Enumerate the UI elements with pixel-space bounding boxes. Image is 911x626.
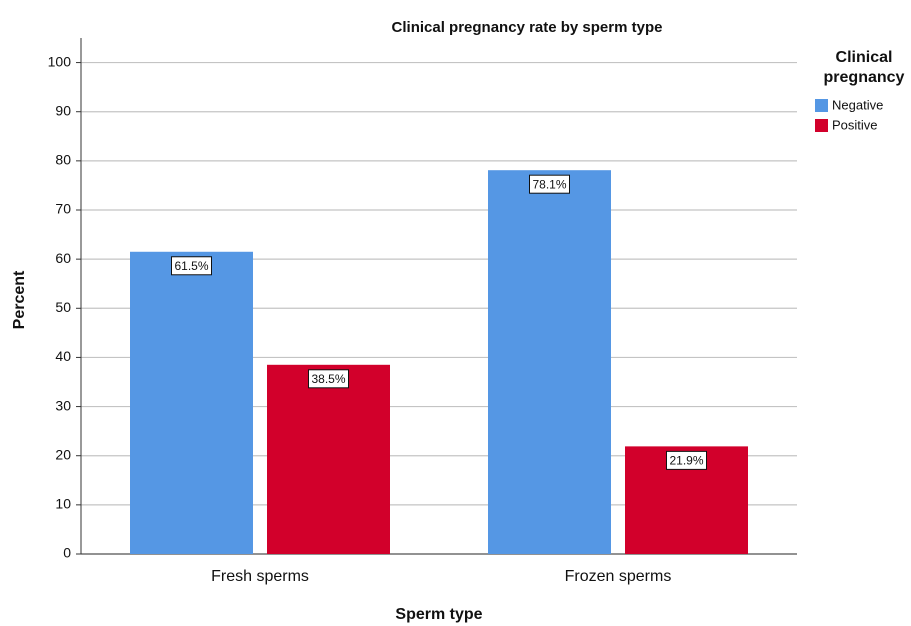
value-label: 38.5% [311, 372, 345, 386]
bar [130, 251, 253, 554]
value-label: 78.1% [532, 177, 566, 191]
bar [488, 170, 611, 555]
value-label-box [666, 450, 707, 470]
legend-swatch [815, 99, 828, 112]
y-tick-label: 90 [55, 102, 71, 118]
y-tick-label: 50 [55, 299, 71, 315]
y-axis-label: Percent [11, 270, 28, 329]
y-tick-label: 80 [55, 152, 71, 168]
value-label-box [171, 256, 212, 276]
y-tick-label: 100 [48, 53, 72, 69]
y-tick-label: 70 [55, 201, 71, 217]
value-label: 61.5% [174, 259, 208, 273]
y-tick-label: 10 [55, 496, 71, 512]
value-label-box [529, 174, 570, 194]
x-axis-label: Sperm type [395, 606, 482, 623]
legend-label: Negative [832, 97, 883, 112]
y-tick-label: 20 [55, 446, 71, 462]
x-tick-label: Fresh sperms [211, 568, 309, 585]
bar [267, 364, 390, 554]
value-label: 21.9% [669, 454, 703, 468]
y-tick-label: 0 [63, 545, 71, 561]
value-label-box [308, 369, 349, 389]
y-tick-label: 60 [55, 250, 71, 266]
chart-title: Clinical pregnancy rate by sperm type [392, 19, 663, 36]
y-tick-label: 30 [55, 397, 71, 413]
legend-swatch [815, 119, 828, 132]
x-tick-label: Frozen sperms [565, 568, 672, 585]
legend-label: Positive [832, 117, 878, 132]
y-tick-label: 40 [55, 348, 71, 364]
legend-title: Clinical pregnancy [823, 49, 905, 86]
